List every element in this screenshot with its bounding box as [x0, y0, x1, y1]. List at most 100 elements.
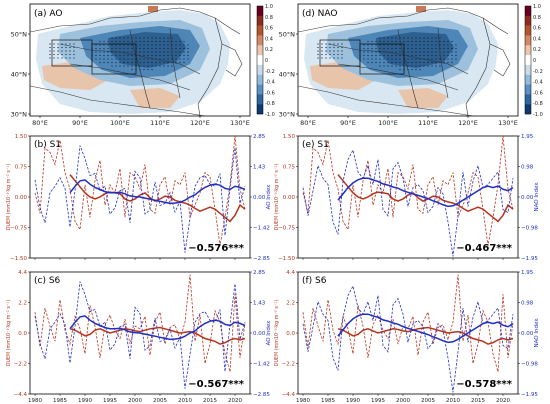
- stipple-dot: [123, 51, 125, 53]
- stipple-dot: [383, 37, 385, 39]
- stipple-dot: [399, 47, 401, 50]
- stipple-dot: [435, 51, 437, 53]
- stipple-dot: [143, 51, 145, 53]
- stipple-dot: [111, 54, 113, 57]
- stipple-dot: [411, 68, 413, 71]
- stipple-dot: [443, 44, 445, 46]
- stipple-dot: [119, 54, 121, 57]
- stipple-dot: [391, 65, 393, 67]
- stipple-dot: [391, 51, 393, 53]
- stipple-dot: [187, 47, 189, 50]
- stipple-dot: [325, 53, 327, 56]
- stipple-dot: [131, 51, 133, 53]
- ytick-left-label: 0.0: [286, 331, 295, 337]
- stipple-dot: [119, 61, 121, 64]
- stipple-dot: [99, 40, 101, 43]
- lat-tick-label: 30°N: [11, 111, 28, 119]
- stipple-dot: [123, 58, 125, 60]
- stipple-dot: [69, 43, 71, 45]
- stipple-dot: [131, 65, 133, 67]
- stipple-dot: [447, 54, 449, 57]
- ylabel-left: DUEM (mm10⁻¹⁰kg m⁻² s⁻¹): [274, 300, 280, 367]
- xtick-label: 2020: [228, 398, 242, 404]
- stipple-dot: [151, 37, 153, 39]
- stipple-dot: [143, 58, 145, 60]
- stipple-dot: [387, 47, 389, 50]
- stipple-dot: [119, 65, 121, 67]
- stipple-dot: [411, 61, 413, 64]
- stipple-dot: [415, 68, 417, 71]
- stipple-dot: [427, 65, 429, 67]
- stipple-dot: [411, 37, 413, 39]
- stipple-dot: [95, 54, 97, 57]
- index-smoothed-line: [337, 313, 514, 344]
- stipple-dot: [103, 47, 105, 50]
- stipple-dot: [135, 40, 137, 43]
- lon-tick-label: 110°E: [150, 119, 170, 127]
- stipple-dot: [363, 54, 365, 57]
- ytick-left-label: 4.4: [18, 270, 27, 276]
- stipple-dot: [167, 44, 169, 46]
- stipple-dot: [127, 54, 129, 57]
- stipple-dot: [337, 46, 339, 49]
- stipple-dot: [375, 44, 377, 46]
- region-box-s6: [359, 43, 405, 75]
- stipple-dot: [73, 57, 75, 59]
- colorbar-tick-label: 0.2: [265, 47, 273, 53]
- ytick-right-label: 1.43: [253, 301, 266, 307]
- xtick-label: 2005: [421, 398, 435, 404]
- colorbar-frame: [524, 5, 532, 115]
- stipple-dot: [135, 37, 137, 39]
- stipple-dot: [337, 50, 339, 52]
- xtick-label: 1995: [371, 398, 385, 404]
- stipple-dot: [147, 68, 149, 71]
- ytick-right-label: 1.95: [521, 134, 534, 140]
- stipple-dot: [367, 44, 369, 46]
- stipple-dot: [179, 44, 181, 46]
- xtick-label: 1990: [78, 398, 92, 404]
- stipple-dot: [427, 40, 429, 43]
- stipple-dot: [139, 44, 141, 46]
- stipple-dot: [391, 44, 393, 46]
- stipple-dot: [49, 50, 51, 52]
- stipple-dot: [411, 65, 413, 67]
- colorbar-swatch: [257, 35, 263, 46]
- stipple-dot: [159, 51, 161, 53]
- stipple-dot: [163, 37, 165, 39]
- ytick-left-label: 0.0: [18, 331, 27, 337]
- chart-plot-area: [302, 136, 514, 257]
- stipple-dot: [107, 40, 109, 43]
- lat-tick-label: 50°N: [11, 31, 28, 39]
- stipple-dot: [175, 44, 177, 46]
- stipple-dot: [383, 54, 385, 57]
- stipple-dot: [341, 50, 343, 52]
- stipple-dot: [187, 54, 189, 57]
- stipple-dot: [443, 51, 445, 53]
- map-content: [298, 6, 511, 116]
- coastline-east: [197, 17, 223, 116]
- stipple-dot: [435, 61, 437, 64]
- ytick-left-label: 2.2: [18, 301, 27, 307]
- stipple-dot: [103, 58, 105, 60]
- chart-frame: [297, 271, 519, 395]
- index-annual-line: [34, 145, 246, 253]
- stipple-dot: [131, 61, 133, 64]
- colorbar-1: 1.0 0.8 0.6 0.4 0.2 0 -0.2 -0.4 -0.6 -0.8 -1.0: [524, 4, 543, 118]
- stipple-dot: [383, 61, 385, 64]
- stipple-dot: [147, 40, 149, 43]
- chart-panel-1: 1.50 0.75 0.00 −0.75 −1.50 1.95 0.98 0.00 −0.98 −…: [274, 134, 540, 262]
- stipple-dot: [123, 44, 125, 46]
- map-frame: [29, 3, 251, 117]
- lon-tick-label: 130°E: [498, 119, 518, 127]
- ytick-right-label: 1.95: [521, 270, 534, 276]
- stipple-dot: [95, 51, 97, 53]
- stipple-dot: [387, 65, 389, 67]
- colorbar-frame: [256, 5, 264, 115]
- colorbar-swatch: [257, 104, 263, 115]
- stipple-dot: [427, 37, 429, 39]
- stipple-dot: [383, 58, 385, 60]
- ytick-left-label: −4.4: [282, 392, 296, 398]
- stipple-dot: [99, 51, 101, 53]
- stipple-dot: [367, 47, 369, 50]
- chart-plot-area: [34, 274, 246, 389]
